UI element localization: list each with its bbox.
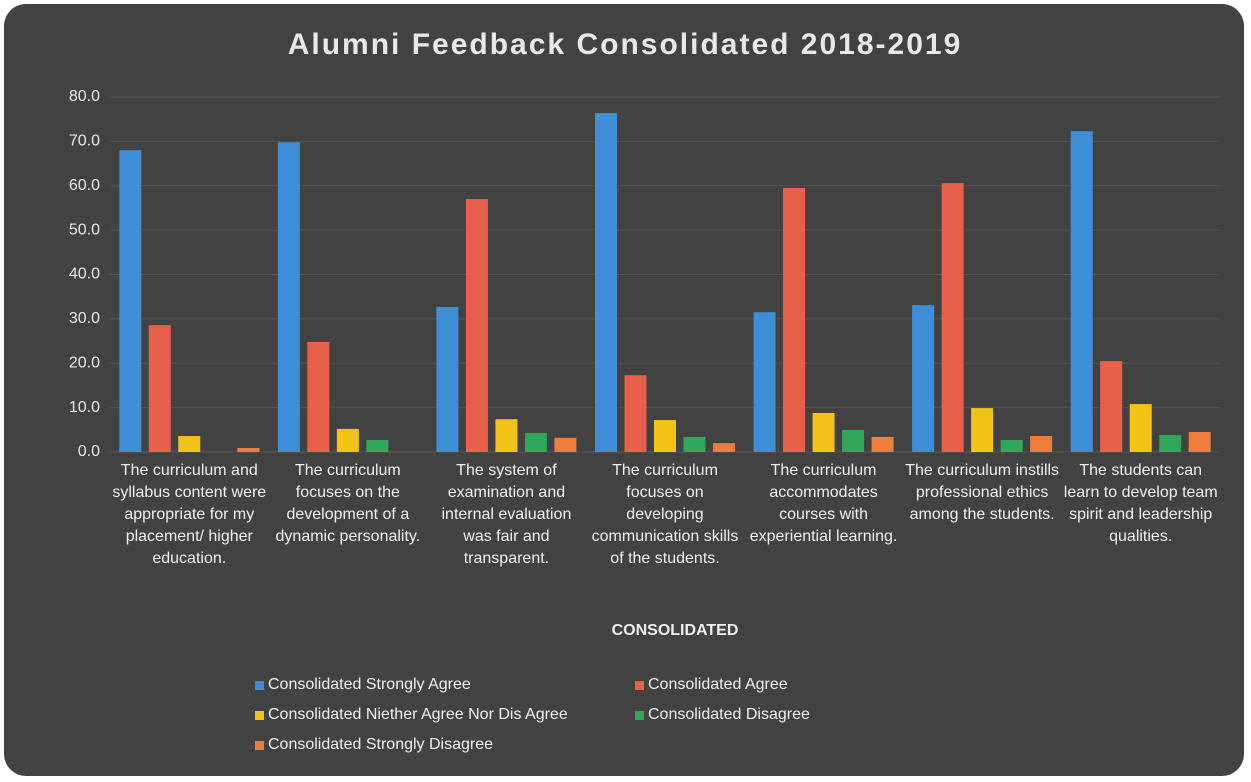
x-tick-label: The system of examination and internal e… (441, 462, 572, 567)
bar (1129, 404, 1152, 452)
legend-swatch (255, 680, 264, 690)
bar (119, 150, 142, 452)
legend-label: Consolidated Disagree (648, 706, 810, 723)
legend-label: Consolidated Niether Agree Nor Dis Agree (268, 706, 568, 723)
bar (842, 429, 865, 452)
y-tick-label: 10.0 (69, 399, 100, 416)
legend-swatch (255, 710, 264, 720)
legend-item: Consolidated Niether Agree Nor Dis Agree (255, 706, 635, 724)
legend-swatch (255, 740, 264, 750)
bar (753, 312, 776, 452)
legend-item: Consolidated Disagree (635, 706, 935, 724)
legend-item: Consolidated Agree (635, 676, 935, 694)
chart-title: Alumni Feedback Consolidated 2018-2019 (288, 28, 963, 61)
y-tick-label: 50.0 (69, 221, 100, 238)
bar (1030, 436, 1053, 452)
bar (495, 419, 518, 452)
bar (624, 375, 647, 452)
y-tick-label: 0.0 (78, 443, 100, 460)
bar (713, 443, 735, 452)
legend-swatch (635, 680, 644, 690)
legend-label: Consolidated Strongly Agree (268, 676, 471, 693)
bar (1188, 432, 1211, 452)
y-tick-label: 80.0 (69, 88, 100, 105)
bar (783, 187, 806, 452)
legend-item: Consolidated Strongly Agree (255, 676, 635, 694)
bar (148, 325, 171, 452)
legend-label: Consolidated Strongly Disagree (268, 736, 494, 753)
x-tick-label: The curriculum focuses on the developmen… (275, 462, 421, 545)
x-tick-label: The students can learn to develop team s… (1063, 462, 1218, 545)
legend-label: Consolidated Agree (648, 676, 788, 693)
bar (554, 437, 577, 452)
bar (1159, 435, 1182, 452)
bar (1000, 440, 1023, 452)
x-tick-label: The curriculum and syllabus content were… (112, 462, 267, 567)
bar (971, 408, 994, 452)
bar (277, 142, 300, 452)
bar (524, 432, 547, 452)
bar (366, 440, 389, 452)
legend-item: Consolidated Strongly Disagree (255, 736, 635, 754)
bar (941, 183, 964, 452)
bar (465, 199, 488, 452)
bar (654, 420, 676, 452)
bar (683, 436, 706, 452)
bar (307, 341, 330, 452)
x-tick-label: The curriculum focuses on developing com… (591, 462, 739, 567)
bar (1100, 361, 1123, 452)
legend-swatch (635, 710, 644, 720)
y-tick-label: 70.0 (69, 133, 100, 150)
bar (871, 436, 894, 452)
y-tick-label: 20.0 (69, 354, 100, 371)
x-tick-label: The curriculum accommodates courses with… (749, 462, 898, 545)
bar (436, 306, 459, 452)
bar (812, 412, 835, 452)
x-axis-title: CONSOLIDATED (611, 622, 739, 639)
bar (1070, 131, 1093, 452)
y-tick-label: 60.0 (69, 177, 100, 194)
chart-background (4, 4, 1244, 776)
bar (237, 448, 260, 452)
x-tick-label: The curriculum instills professional eth… (905, 462, 1060, 523)
y-tick-label: 40.0 (69, 266, 100, 283)
bar (595, 112, 617, 452)
bar (336, 428, 359, 452)
y-tick-label: 30.0 (69, 310, 100, 327)
bar (912, 305, 935, 452)
bar (178, 436, 201, 452)
legend: Consolidated Strongly Agree Consolidated … (255, 676, 935, 754)
